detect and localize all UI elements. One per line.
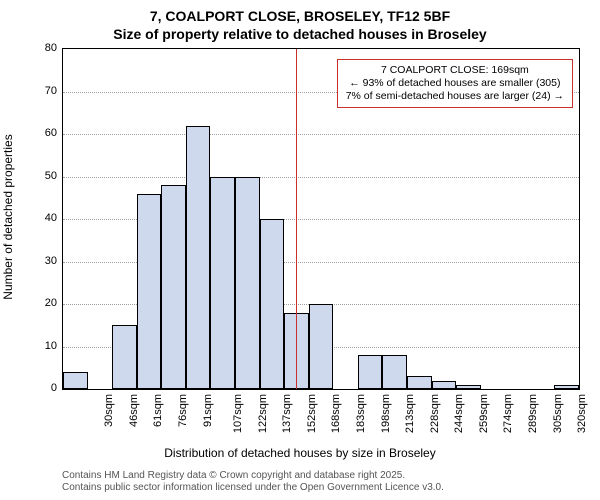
x-tick-label: 46sqm <box>128 394 140 427</box>
y-tick-label: 40 <box>32 212 57 224</box>
histogram-bar <box>432 381 457 390</box>
y-tick-label: 30 <box>32 255 57 267</box>
x-tick-label: 30sqm <box>103 394 115 427</box>
histogram-bar <box>112 325 137 389</box>
annotation-line: ← 93% of detached houses are smaller (30… <box>346 77 564 90</box>
x-tick-label: 137sqm <box>281 394 293 433</box>
histogram-bar <box>235 177 260 390</box>
chart-title-line2: Size of property relative to detached ho… <box>0 26 600 42</box>
footer-line: Contains HM Land Registry data © Crown c… <box>62 470 444 482</box>
y-tick-label: 50 <box>32 170 57 182</box>
reference-line <box>296 49 297 389</box>
x-axis-label: Distribution of detached houses by size … <box>0 446 600 460</box>
x-tick-label: 122sqm <box>257 394 269 433</box>
x-tick-label: 198sqm <box>380 394 392 433</box>
histogram-bar <box>382 355 407 389</box>
x-tick-label: 61sqm <box>152 394 164 427</box>
histogram-bar <box>358 355 383 389</box>
chart-title-line1: 7, COALPORT CLOSE, BROSELEY, TF12 5BF <box>0 8 600 24</box>
histogram-bar <box>554 385 579 389</box>
y-tick-label: 20 <box>32 297 57 309</box>
histogram-bar <box>456 385 481 389</box>
x-tick-label: 183sqm <box>355 394 367 433</box>
x-tick-label: 289sqm <box>527 394 539 433</box>
x-tick-label: 107sqm <box>232 394 244 433</box>
annotation-box: 7 COALPORT CLOSE: 169sqm← 93% of detache… <box>337 59 573 108</box>
histogram-bar <box>186 126 211 390</box>
footer-line: Contains public sector information licen… <box>62 482 444 494</box>
histogram-bar <box>161 185 186 389</box>
x-tick-label: 320sqm <box>576 394 588 433</box>
gridline <box>63 134 579 136</box>
y-tick-label: 0 <box>32 382 57 394</box>
x-tick-label: 305sqm <box>552 394 564 433</box>
x-tick-label: 259sqm <box>478 394 490 433</box>
y-tick-label: 10 <box>32 340 57 352</box>
footer-attribution: Contains HM Land Registry data © Crown c… <box>62 470 444 494</box>
histogram-bar <box>210 177 235 390</box>
histogram-bar <box>63 372 88 389</box>
x-tick-label: 228sqm <box>429 394 441 433</box>
x-tick-label: 168sqm <box>331 394 343 433</box>
y-tick-label: 70 <box>32 85 57 97</box>
y-tick-label: 60 <box>32 127 57 139</box>
histogram-bar <box>407 376 432 389</box>
gridline <box>63 177 579 179</box>
histogram-bar <box>137 194 162 390</box>
y-tick-label: 80 <box>32 42 57 54</box>
annotation-line: 7% of semi-detached houses are larger (2… <box>346 90 564 103</box>
x-tick-label: 274sqm <box>503 394 515 433</box>
y-axis-label: Number of detached properties <box>1 47 15 387</box>
chart-container: 7, COALPORT CLOSE, BROSELEY, TF12 5BF Si… <box>0 0 600 500</box>
histogram-bar <box>260 219 285 389</box>
x-tick-label: 213sqm <box>404 394 416 433</box>
x-tick-label: 244sqm <box>453 394 465 433</box>
x-tick-label: 152sqm <box>306 394 318 433</box>
x-tick-label: 76sqm <box>177 394 189 427</box>
histogram-bar <box>309 304 334 389</box>
x-tick-label: 91sqm <box>202 394 214 427</box>
annotation-line: 7 COALPORT CLOSE: 169sqm <box>346 64 564 77</box>
plot-area: 7 COALPORT CLOSE: 169sqm← 93% of detache… <box>62 48 580 390</box>
